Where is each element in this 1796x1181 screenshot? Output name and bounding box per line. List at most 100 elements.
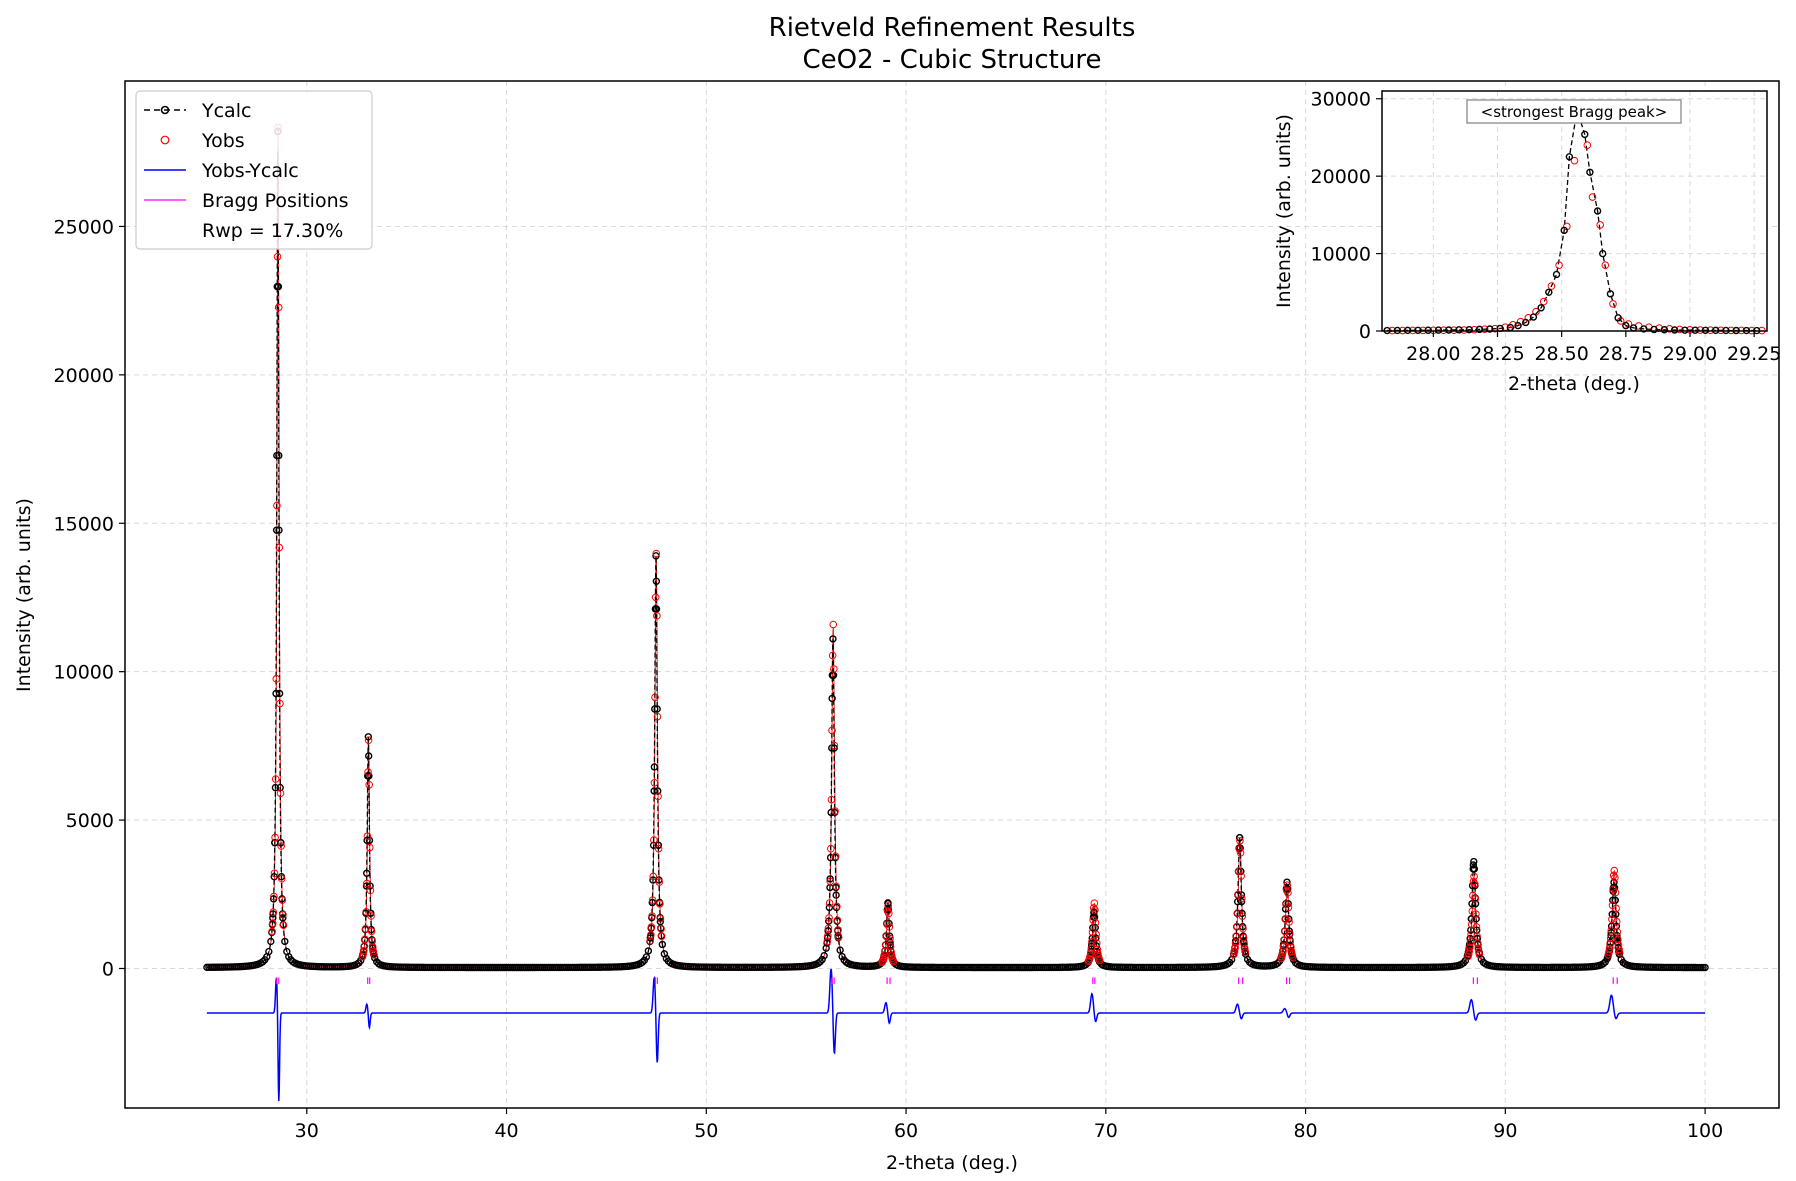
ycalc-point <box>638 958 647 966</box>
legend-marker-ycalc <box>160 105 170 115</box>
ycalc-point <box>1238 909 1246 918</box>
inset-ycalc-point <box>1640 325 1648 333</box>
main-x-tick-label-70: 70 <box>1094 1120 1118 1142</box>
yobs-point <box>650 779 659 787</box>
yobs-point <box>364 768 372 776</box>
inset-yobs-point <box>1706 326 1715 335</box>
inset-plot-area <box>1383 106 1766 335</box>
main-x-tick-label-50: 50 <box>694 1120 718 1142</box>
yobs-point <box>1237 872 1245 880</box>
ycalc-point <box>281 937 289 946</box>
inset-y-axis-label: Intensity (arb. units) <box>1273 114 1295 308</box>
yobs-point <box>652 549 661 558</box>
main-x-ticks: 30 40 50 60 70 80 90 100 <box>295 1108 1723 1142</box>
yobs-point <box>364 736 373 745</box>
yobs-point <box>824 932 832 940</box>
ycalc-point <box>1470 865 1479 873</box>
yobs-point <box>1091 918 1100 927</box>
yobs-point <box>370 950 378 959</box>
legend: Ycalc Yobs Yobs-Ycalc Bragg Positions Rw… <box>135 90 373 250</box>
inset-ycalc-point <box>1691 326 1699 334</box>
ycalc-point <box>1613 931 1621 940</box>
yobs-point <box>1236 836 1244 845</box>
yobs-point <box>655 878 664 886</box>
yobs-point <box>827 844 835 853</box>
ycalc-point <box>1468 881 1477 890</box>
inset-ycalc-point <box>1565 153 1574 161</box>
yobs-point <box>828 651 837 660</box>
inset-ycalc-point <box>1434 326 1443 334</box>
ycalc-point <box>1472 915 1480 923</box>
ycalc-point <box>276 783 284 792</box>
ycalc-point <box>270 873 278 881</box>
yobs-point <box>886 934 894 943</box>
yobs-point <box>647 923 656 931</box>
ycalc-point <box>836 946 844 954</box>
yobs-point <box>651 593 660 602</box>
ycalc-point <box>275 526 283 534</box>
yobs-point <box>1288 953 1297 961</box>
inset-yobs-point <box>1539 297 1548 306</box>
yobs-point <box>886 942 895 951</box>
ycalc-point <box>272 526 281 534</box>
yobs-point <box>1238 912 1247 920</box>
yobs-point <box>1230 947 1239 956</box>
yobs-point <box>1241 948 1250 956</box>
ycalc-point <box>1283 885 1292 893</box>
main-y-tick-label-20000: 20000 <box>54 365 114 387</box>
yobs-point <box>1471 894 1480 903</box>
inset-ycalc-point <box>1660 326 1669 334</box>
inset-ycalc-point <box>1514 321 1522 330</box>
yobs-point <box>881 941 890 950</box>
yobs-point <box>1606 934 1615 943</box>
yobs-point <box>1470 880 1479 888</box>
inset-y-tick-label-20000: 20000 <box>1311 166 1371 188</box>
ycalc-point <box>1470 857 1478 866</box>
inset-ycalc-point <box>1681 326 1689 334</box>
yobs-point <box>277 842 285 850</box>
yobs-point <box>885 923 894 931</box>
main-y-ticks: 0 5000 10000 15000 20000 25000 <box>54 216 125 980</box>
yobs-point <box>278 896 287 904</box>
ycalc-point <box>1237 891 1246 899</box>
ycalc-point <box>267 937 275 946</box>
yobs-point <box>831 807 839 815</box>
inset-x-tick-label-28.75: 28.75 <box>1599 343 1653 365</box>
main-y-tick-label-15000: 15000 <box>54 513 114 535</box>
yobs-point <box>1236 849 1245 857</box>
inset-x-tick-label-29.00: 29.00 <box>1663 343 1717 365</box>
yobs-point <box>823 937 832 946</box>
inset-ycalc-point <box>1599 249 1607 258</box>
yobs-point <box>648 912 656 920</box>
yobs-point <box>884 902 892 910</box>
yobs-point <box>1284 888 1292 897</box>
yobs-point <box>1093 945 1102 954</box>
yobs-point <box>361 935 369 944</box>
inset-chart: 28.00 28.25 28.50 28.75 29.00 29.25 0 10000 200… <box>1273 89 1781 395</box>
ycalc-point <box>1609 896 1617 904</box>
yobs-point <box>1467 920 1476 929</box>
ycalc-point <box>650 787 658 795</box>
yobs-point <box>657 925 665 933</box>
yobs-point <box>1472 922 1481 931</box>
yobs-point <box>653 712 662 721</box>
yobs-point <box>359 950 368 958</box>
yobs-point <box>362 908 371 916</box>
yobs-point <box>1472 910 1480 918</box>
ycalc-point <box>825 903 834 912</box>
yobs-point <box>832 882 841 891</box>
yobs-point <box>826 877 835 886</box>
yobs-point <box>1470 872 1478 881</box>
inset-x-axis-label: 2-theta (deg.) <box>1508 373 1640 395</box>
yobs-point <box>889 957 898 966</box>
yobs-point <box>276 789 285 798</box>
yobs-point <box>1465 947 1474 956</box>
yobs-point <box>273 252 282 261</box>
yobs-point <box>883 920 891 928</box>
yobs-point <box>833 916 842 925</box>
yobs-point <box>269 908 278 917</box>
inset-yobs-point <box>1665 325 1674 333</box>
ycalc-point <box>884 899 892 907</box>
ycalc-point <box>822 944 830 952</box>
yobs-point <box>1475 950 1484 959</box>
